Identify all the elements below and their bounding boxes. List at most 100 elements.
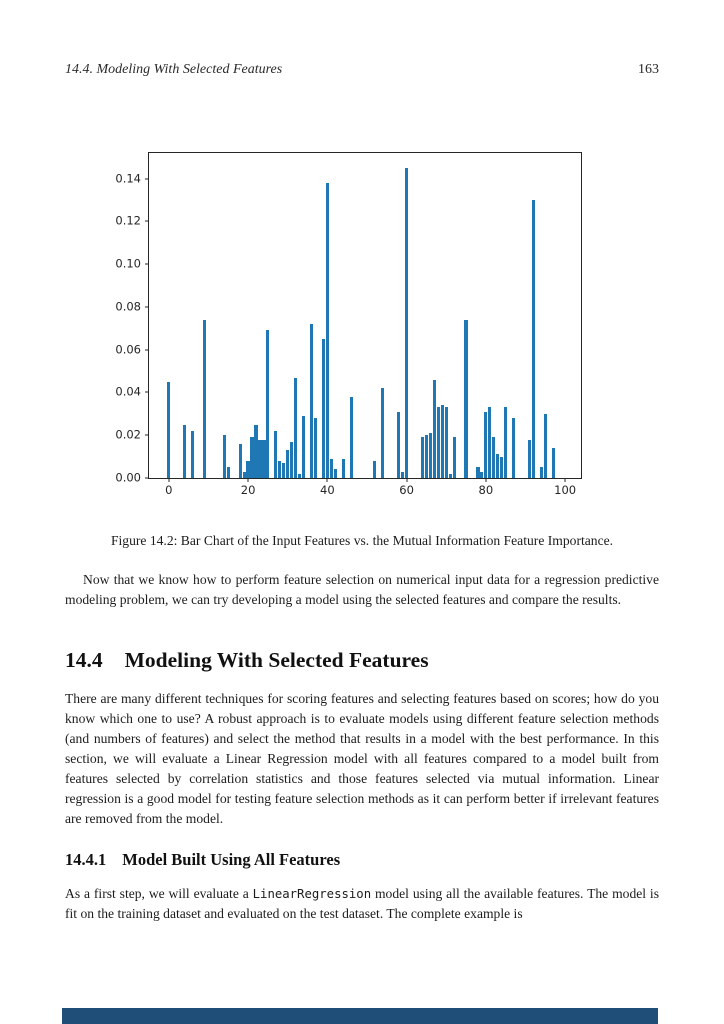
paragraph-section-14-4: There are many different techniques for … xyxy=(65,691,659,826)
running-header: 14.4. Modeling With Selected Features 16… xyxy=(65,62,659,78)
bar-feature-92 xyxy=(531,200,535,478)
x-tick-label: 60 xyxy=(399,483,414,497)
x-tick-mark xyxy=(564,478,566,482)
y-tick-label: 0.12 xyxy=(115,213,141,228)
x-tick-mark xyxy=(406,478,408,482)
bar-feature-68 xyxy=(436,407,440,478)
bar-feature-21 xyxy=(250,437,254,478)
y-tick-label: 0.04 xyxy=(115,384,141,399)
running-header-title: 14.4. Modeling With Selected Features xyxy=(65,62,283,77)
bar-feature-72 xyxy=(452,437,456,478)
y-tick-mark xyxy=(145,434,149,436)
bar-feature-6 xyxy=(191,430,195,478)
bar-feature-33 xyxy=(298,473,302,478)
y-tick-mark xyxy=(145,477,149,479)
bar-feature-24 xyxy=(262,439,266,478)
bar-feature-67 xyxy=(432,379,436,478)
x-tick-label: 20 xyxy=(240,483,256,497)
bar-feature-9 xyxy=(202,319,207,478)
bar-feature-80 xyxy=(484,411,488,478)
bar-feature-18 xyxy=(238,443,242,478)
bar-feature-64 xyxy=(420,437,425,478)
bar-feature-29 xyxy=(282,463,286,478)
section-title: Modeling With Selected Features xyxy=(124,648,429,672)
y-tick-mark xyxy=(145,220,149,222)
bar-feature-84 xyxy=(500,456,504,478)
bar-feature-32 xyxy=(294,377,298,478)
bar-feature-54 xyxy=(381,388,385,478)
inline-code-linearregression: LinearRegression xyxy=(252,887,372,901)
bar-feature-69 xyxy=(440,405,444,478)
bar-feature-59 xyxy=(401,471,405,478)
y-tick-label: 0.02 xyxy=(115,427,141,442)
paragraph-intro-text: Now that we know how to perform feature … xyxy=(65,572,659,607)
section-number: 14.4 xyxy=(65,648,103,672)
y-tick-mark xyxy=(145,391,149,393)
x-tick-mark xyxy=(247,478,249,482)
page-number: 163 xyxy=(638,62,659,77)
bar-feature-41 xyxy=(329,458,333,478)
bar-feature-52 xyxy=(373,460,377,478)
bar-feature-65 xyxy=(424,435,428,478)
paragraph-intro: Now that we know how to perform feature … xyxy=(65,570,659,610)
bar-feature-70 xyxy=(444,407,448,478)
y-tick-mark xyxy=(145,178,149,180)
bar-feature-34 xyxy=(301,416,306,478)
bar-feature-23 xyxy=(258,439,262,478)
bar-feature-85 xyxy=(504,407,508,478)
bar-feature-94 xyxy=(539,467,543,478)
bar-feature-58 xyxy=(397,411,401,478)
section-heading-14-4: 14.4 Modeling With Selected Features xyxy=(65,648,659,673)
paragraph-subsection-14-4-1: As a first step, we will evaluate a Line… xyxy=(65,884,659,924)
subsection-title: Model Built Using All Features xyxy=(122,850,341,869)
x-tick-mark xyxy=(485,478,487,482)
bar-feature-60 xyxy=(405,167,409,478)
bar-feature-4 xyxy=(183,424,187,478)
figure-caption: Figure 14.2: Bar Chart of the Input Feat… xyxy=(110,533,614,548)
y-tick-mark xyxy=(145,306,149,308)
bar-feature-22 xyxy=(254,424,258,478)
paragraph-text-before-code: As a first step, we will evaluate a xyxy=(65,886,253,901)
bar-feature-36 xyxy=(309,324,314,478)
bar-feature-27 xyxy=(274,430,278,478)
y-tick-label: 0.10 xyxy=(115,256,141,271)
bar-feature-66 xyxy=(428,433,432,478)
y-tick-label: 0.06 xyxy=(115,341,141,356)
bar-feature-78 xyxy=(476,467,480,478)
y-tick-label: 0.14 xyxy=(115,170,141,185)
bar-feature-87 xyxy=(512,418,516,478)
x-tick-label: 0 xyxy=(165,483,173,497)
bar-feature-82 xyxy=(492,437,496,478)
bar-feature-81 xyxy=(488,407,492,478)
y-tick-mark xyxy=(145,263,149,265)
bar-feature-20 xyxy=(246,460,250,478)
bar-feature-25 xyxy=(266,330,270,478)
bar-feature-15 xyxy=(226,467,230,478)
bar-feature-14 xyxy=(222,435,226,478)
plot-area: 0.00 0.02 0.04 0.06 0.08 0.10 0.12 0.14 0 20 40 60 8… xyxy=(115,152,582,496)
bar-feature-79 xyxy=(480,471,484,478)
bar-feature-30 xyxy=(286,450,290,478)
y-tick-mark xyxy=(145,349,149,351)
bar-feature-75 xyxy=(464,319,468,478)
bar-feature-28 xyxy=(278,460,282,478)
bar-feature-97 xyxy=(551,448,555,478)
x-tick-label: 100 xyxy=(554,483,577,497)
bar-feature-0 xyxy=(167,381,171,478)
subsection-heading-14-4-1: 14.4.1 Model Built Using All Features xyxy=(65,850,659,870)
bar-feature-37 xyxy=(313,418,318,478)
y-tick-label: 0.08 xyxy=(115,299,141,314)
subsection-number: 14.4.1 xyxy=(65,850,107,869)
bar-feature-39 xyxy=(321,339,325,478)
y-tick-label: 0.00 xyxy=(115,470,141,485)
bar-feature-83 xyxy=(496,454,500,478)
bar-feature-91 xyxy=(527,439,532,478)
bar-feature-71 xyxy=(448,473,452,478)
bar-feature-46 xyxy=(349,396,353,478)
paragraph-text-after-code: model using all the available features. … xyxy=(65,886,660,921)
bar-feature-19 xyxy=(242,471,246,478)
bar-feature-44 xyxy=(341,458,345,478)
x-tick-label: 80 xyxy=(478,483,494,497)
bar-feature-95 xyxy=(543,413,547,478)
bar-feature-40 xyxy=(325,182,329,478)
